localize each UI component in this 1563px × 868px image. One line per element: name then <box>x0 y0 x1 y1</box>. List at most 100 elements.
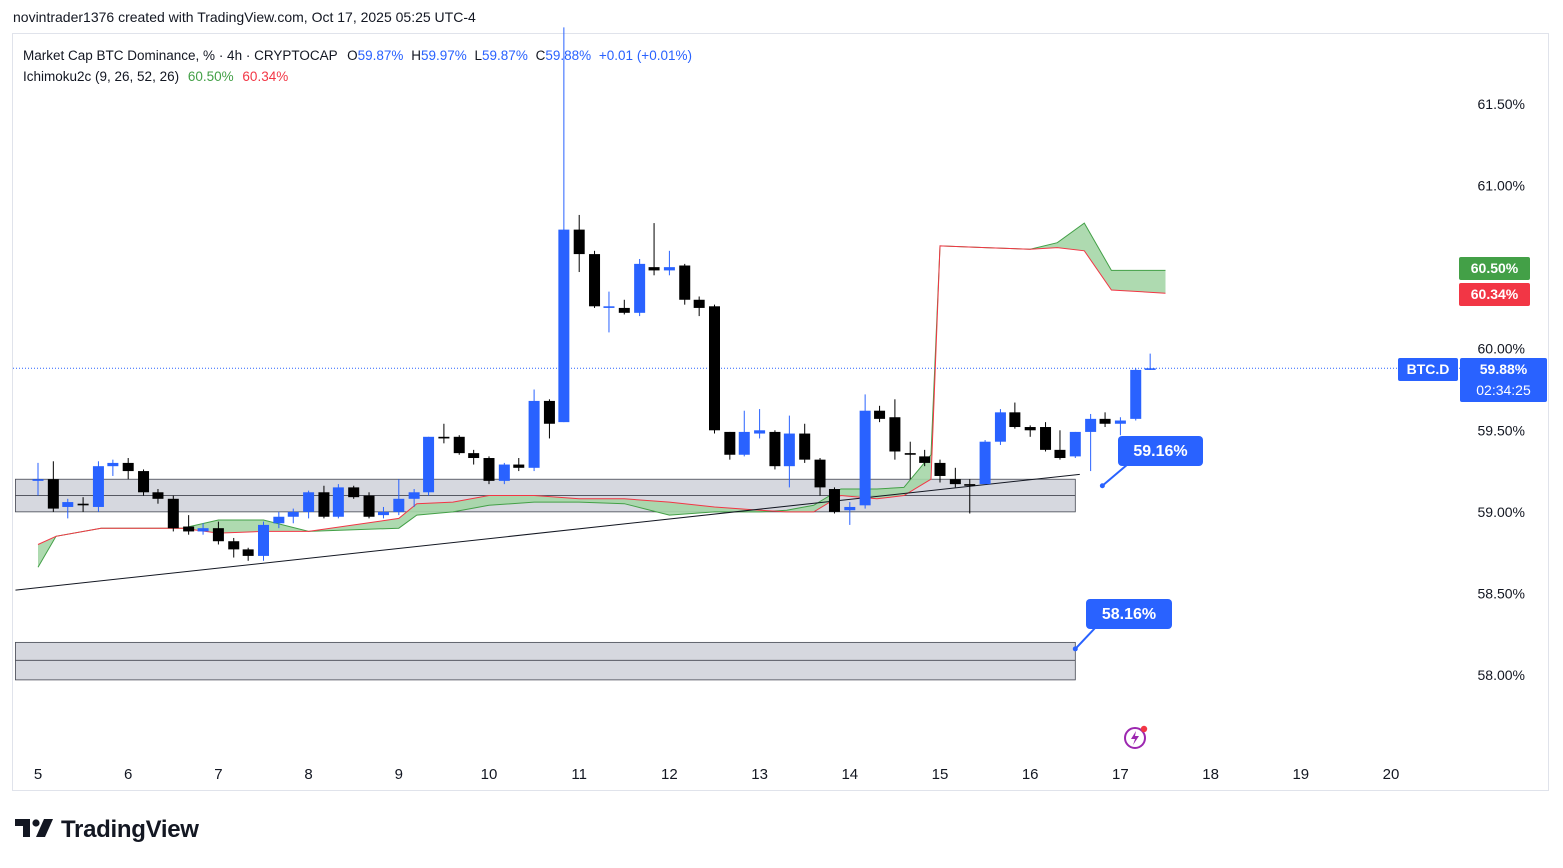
time-tick-label: 5 <box>34 766 42 783</box>
candle <box>348 485 360 499</box>
candle-body <box>423 436 435 493</box>
candle-body <box>1130 369 1142 419</box>
candle-body <box>919 456 931 463</box>
legend-indicator-row: Ichimoku2c (9, 26, 52, 26) 60.50% 60.34% <box>23 66 692 87</box>
chart-credit: novintrader1376 created with TradingView… <box>13 9 476 25</box>
candle <box>573 214 585 273</box>
candle <box>318 485 330 519</box>
legend-change: +0.01 (+0.01%) <box>598 48 692 63</box>
legend-indicator[interactable]: Ichimoku2c (9, 26, 52, 26) <box>23 69 180 84</box>
candle <box>859 394 871 509</box>
legend-low-value: 59.87% <box>482 48 528 63</box>
bar-countdown: 02:34:25 <box>1476 382 1531 398</box>
candle <box>77 497 89 512</box>
candle <box>979 440 991 485</box>
candle-body <box>107 462 119 467</box>
candle-body <box>92 466 104 507</box>
candle-body <box>183 526 195 532</box>
candle-body <box>32 479 44 481</box>
candle-body <box>994 412 1006 442</box>
callout-lower-anchor <box>1072 646 1078 652</box>
callout-lower: 58.16% <box>1072 599 1172 652</box>
candle <box>589 250 601 308</box>
callout-upper-label: 59.16% <box>1133 443 1187 460</box>
candle <box>138 469 150 496</box>
zone-box-2 <box>15 641 1076 681</box>
candle-body <box>783 433 795 467</box>
candle <box>528 389 540 472</box>
legend-high-label: H <box>411 48 421 63</box>
chart-frame[interactable] <box>12 33 1549 791</box>
candle <box>32 462 44 496</box>
candle <box>303 490 315 519</box>
candle-body <box>1114 420 1126 424</box>
candle-body <box>799 433 811 460</box>
time-tick-label: 14 <box>841 766 858 783</box>
candle <box>844 502 856 525</box>
candle-body <box>934 462 946 476</box>
candle <box>287 508 299 524</box>
callout-lower-pointer <box>1074 626 1097 650</box>
price-axis: 61.50% 61.00% 60.00% 59.50% 59.00% 58.50% 58.0… <box>1478 96 1525 683</box>
candle-body <box>122 462 134 472</box>
candle <box>212 521 224 545</box>
candle <box>964 479 976 514</box>
candle-body <box>949 479 961 485</box>
candle-body <box>543 400 555 424</box>
tradingview-logo[interactable]: TradingView <box>15 816 199 844</box>
candle-body <box>859 410 871 506</box>
candle <box>1069 431 1081 459</box>
lightning-icon[interactable] <box>1123 724 1149 750</box>
time-axis: 5 6 7 8 9 10 11 12 13 14 15 16 17 18 19 20 <box>34 766 1400 783</box>
price-tick-label: 61.00% <box>1478 178 1525 194</box>
time-tick-label: 7 <box>214 766 222 783</box>
candle-body <box>618 307 630 313</box>
price-tag-green: 60.50% <box>1459 257 1530 280</box>
candle-body <box>1069 431 1081 457</box>
time-tick-label: 10 <box>481 766 498 783</box>
candle-body <box>964 484 976 486</box>
legend-high-value: 59.97% <box>420 48 467 63</box>
callout-upper-pointer <box>1101 463 1129 487</box>
candle-body <box>483 458 495 481</box>
legend-symbol-row: Market Cap BTC Dominance, % · 4h · CRYPT… <box>23 45 692 66</box>
candle-body <box>693 299 705 308</box>
candle-body <box>498 464 510 481</box>
candle-body <box>573 229 585 255</box>
candle-body <box>603 306 615 308</box>
candle-body <box>408 492 420 499</box>
cloud-line-b <box>37 245 1166 545</box>
price-tick-label: 58.50% <box>1478 585 1525 601</box>
callout-upper: 59.16% <box>1099 436 1203 489</box>
candle-body <box>558 229 570 423</box>
candle <box>603 291 615 333</box>
symbol-tag[interactable]: BTC.D <box>1398 358 1458 381</box>
candle-body <box>332 487 344 517</box>
candle <box>663 250 675 276</box>
legend-symbol[interactable]: Market Cap BTC Dominance, % · 4h · CRYPT… <box>23 48 338 63</box>
candle <box>122 458 134 480</box>
candle <box>1054 430 1066 460</box>
trendline <box>15 473 1080 591</box>
callout-upper-anchor <box>1099 483 1105 489</box>
candle-body <box>287 511 299 517</box>
candle-body <box>138 471 150 493</box>
candle <box>724 431 736 460</box>
legend-indicator-value-2: 60.34% <box>242 69 289 84</box>
candle <box>543 399 555 439</box>
candle-body <box>1009 412 1021 428</box>
legend-indicator-value-1: 60.50% <box>187 69 234 84</box>
candle <box>62 498 74 519</box>
candle <box>197 523 209 535</box>
candle-body <box>1099 418 1111 424</box>
candle-body <box>438 436 450 439</box>
candle-body <box>648 267 660 271</box>
candle <box>183 515 195 535</box>
time-tick-label: 20 <box>1383 766 1400 783</box>
time-tick-label: 18 <box>1202 766 1219 783</box>
candle <box>769 430 781 470</box>
candle-body <box>273 516 285 524</box>
candle <box>228 537 240 558</box>
candle <box>242 547 254 561</box>
